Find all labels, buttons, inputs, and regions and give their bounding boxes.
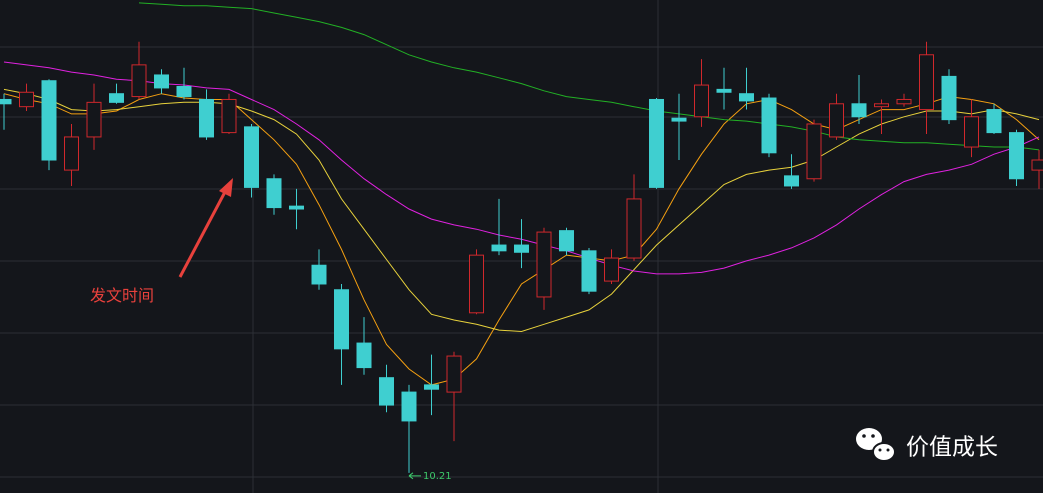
candle-body [266,178,282,209]
candle-body [671,117,687,122]
candle-body [199,98,214,138]
candle-body [356,342,372,369]
candle-body [806,123,822,180]
plot: 10.21 [0,2,1043,482]
candle-body [1009,132,1024,180]
candle-body [491,244,507,252]
candle-body [109,93,124,103]
candle-body [401,391,417,422]
candle-body [739,93,754,102]
candle-body [829,103,844,138]
candle-body [469,254,484,314]
eye [886,448,890,452]
candle-body [514,244,529,253]
candle-body [64,136,79,171]
eye [862,434,866,438]
candle-body [244,126,259,188]
candle-body [581,250,597,292]
watermark-icon [856,428,896,462]
candle-body [311,264,327,285]
candle-body [176,85,192,98]
candle-body [1031,159,1043,171]
low-arrow [408,472,421,480]
candle-body [986,109,1002,134]
moving-average-line [3,88,1040,333]
candle-body [896,98,912,105]
candle-body [874,103,889,108]
eye [878,448,882,452]
candle-body [289,205,304,210]
candle-body [559,230,574,252]
candle-body [379,377,394,406]
candle-body [716,88,732,93]
watermark: 价值成长 [906,435,998,461]
candle-body [626,198,642,259]
candle-body [446,355,462,393]
candle-body [649,98,664,188]
annotation-arrow [178,189,228,278]
eye [871,434,875,438]
candle-body [941,75,957,121]
candle-body [694,84,709,118]
candle-body [851,103,867,118]
low-label: 10.21 [423,471,452,482]
candle-body [919,54,934,111]
candle-body [154,74,169,89]
candle-body [604,257,619,282]
bubble [872,442,896,462]
candle-body [761,97,777,154]
candle-body [19,91,34,108]
annotation-arrowhead [219,178,233,197]
candle-body [86,101,102,138]
candle-body [131,64,147,98]
candle-body [41,80,57,161]
moving-average-line [138,2,1040,151]
bubble [856,428,882,450]
annotation: 发文时间 [90,286,154,305]
candle-body [784,175,799,187]
candle-body [424,384,439,390]
candle-body [0,98,12,105]
candle-body [964,116,979,148]
candle-body [536,231,552,298]
candle-body [221,98,237,134]
candle-body [334,289,349,350]
